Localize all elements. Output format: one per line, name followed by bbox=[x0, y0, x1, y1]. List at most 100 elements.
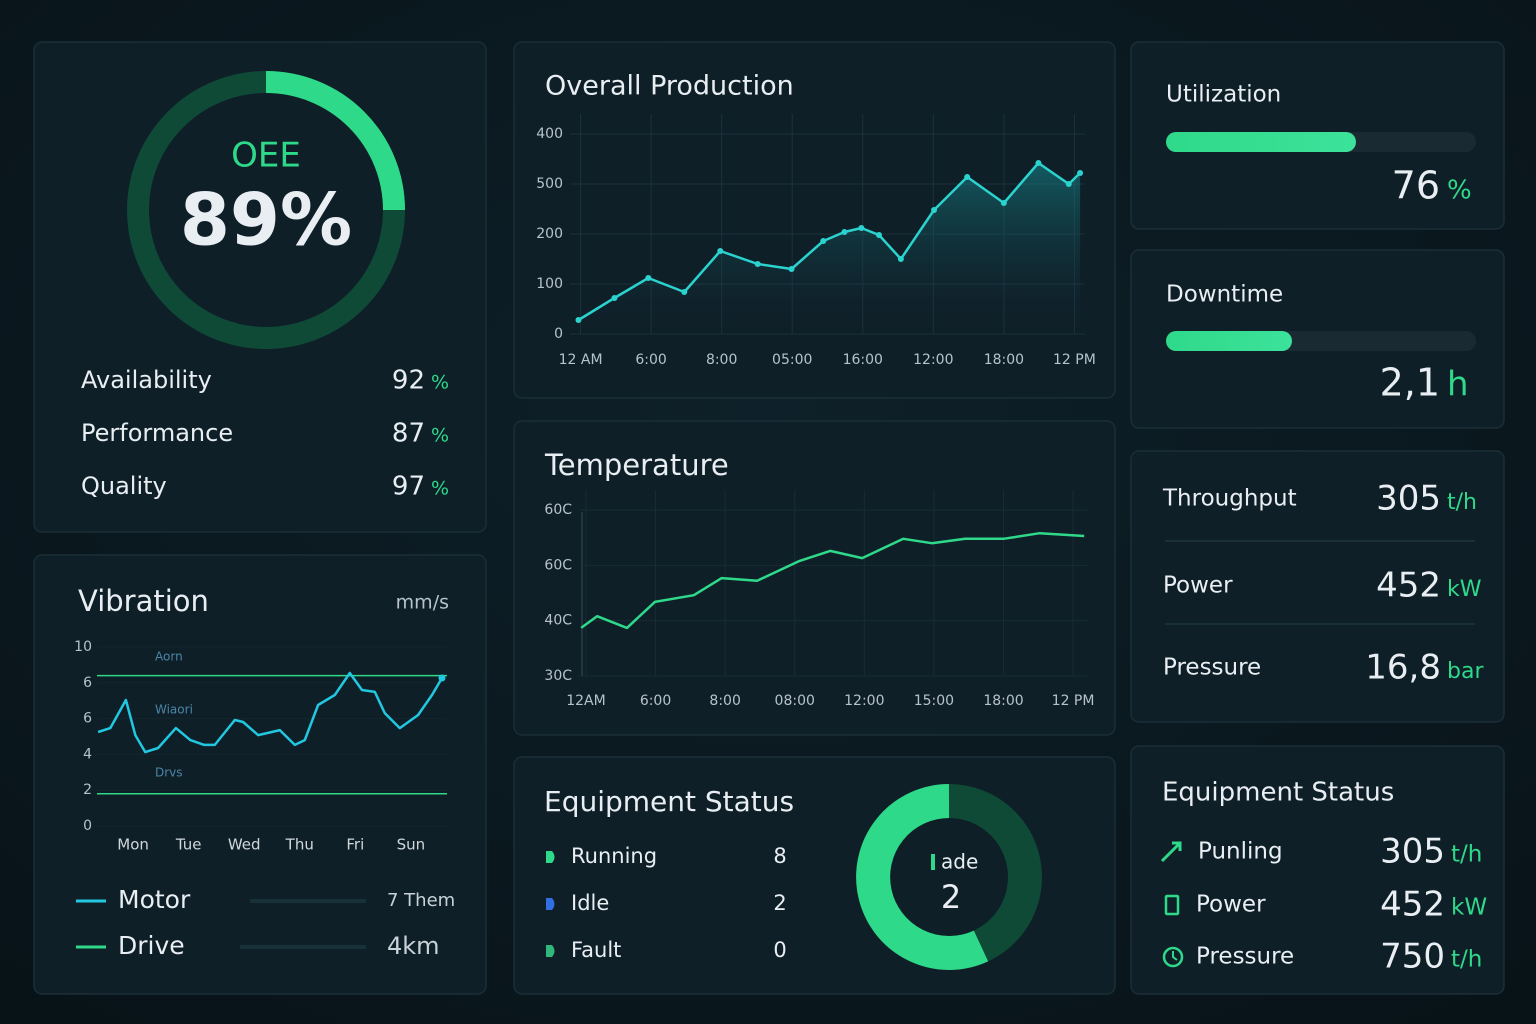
status-swatch bbox=[546, 898, 555, 910]
oee-label: OEE bbox=[231, 136, 301, 176]
line bbox=[97, 671, 444, 754]
donut-label: ade bbox=[941, 850, 978, 874]
metric-unit: % bbox=[431, 478, 449, 500]
y-tick-label: 400 bbox=[536, 126, 563, 142]
marker bbox=[820, 238, 827, 244]
x-tick-label: 15:00 bbox=[914, 693, 954, 709]
metric-value: 92 bbox=[392, 366, 425, 396]
kpi-name: Throughput bbox=[1162, 486, 1297, 512]
marker bbox=[611, 295, 618, 301]
kpi-unit: kW bbox=[1447, 577, 1482, 602]
icon bbox=[931, 854, 935, 870]
summary-unit: t/h bbox=[1451, 947, 1482, 973]
status-name: Running bbox=[571, 844, 657, 868]
kpi-value: 452 bbox=[1376, 566, 1441, 606]
panel-title: Temperature bbox=[544, 448, 729, 482]
metric-unit: % bbox=[431, 372, 449, 394]
panel-title: Vibration bbox=[78, 584, 209, 618]
status-name: Fault bbox=[571, 938, 621, 962]
donut-arc bbox=[856, 784, 989, 970]
y-tick-label: 0 bbox=[554, 326, 563, 342]
line bbox=[580, 531, 1085, 630]
marker bbox=[645, 275, 652, 281]
x-tick-label: 08:00 bbox=[775, 693, 815, 709]
icon bbox=[1162, 946, 1184, 968]
x-tick-label: 6:00 bbox=[640, 693, 671, 709]
panel-title: Downtime bbox=[1166, 282, 1283, 308]
x-tick-label: 12AM bbox=[566, 693, 605, 709]
marker bbox=[876, 232, 882, 238]
x-tick-label: 6:00 bbox=[635, 352, 666, 368]
status-value: 2 bbox=[773, 891, 786, 915]
legend-detail: 4km bbox=[387, 932, 440, 960]
summary-name: Punling bbox=[1198, 839, 1283, 865]
summary-value: 305 bbox=[1380, 832, 1445, 872]
x-tick-label: 12:00 bbox=[913, 352, 953, 368]
marker bbox=[1077, 170, 1084, 176]
metric-name: Availability bbox=[81, 366, 212, 394]
x-tick-label: Mon bbox=[117, 836, 149, 854]
summary-unit: kW bbox=[1451, 895, 1487, 921]
marker bbox=[717, 248, 724, 254]
summary-name: Power bbox=[1196, 892, 1266, 918]
marker bbox=[1065, 181, 1072, 187]
x-tick-label: 8:00 bbox=[709, 693, 740, 709]
metric-value: 87 bbox=[392, 419, 425, 449]
line bbox=[577, 161, 1081, 322]
donut-value: 2 bbox=[941, 878, 961, 916]
icon bbox=[1160, 841, 1182, 863]
temperature-panel bbox=[513, 420, 1116, 736]
summary-value: 750 bbox=[1380, 937, 1445, 977]
panel-title: Utilization bbox=[1166, 82, 1281, 108]
summary-value: 452 bbox=[1380, 885, 1445, 925]
marker bbox=[754, 261, 761, 267]
marker bbox=[858, 225, 865, 231]
summary-unit: t/h bbox=[1451, 842, 1482, 868]
y-tick-label: 0 bbox=[83, 818, 92, 834]
status-value: 0 bbox=[773, 938, 786, 962]
vibration-panel bbox=[33, 554, 487, 995]
marker bbox=[681, 289, 688, 295]
metric-name: Quality bbox=[81, 472, 167, 500]
x-tick-label: 12 PM bbox=[1053, 352, 1096, 368]
panel-title: Equipment Status bbox=[544, 785, 794, 818]
bar-fill bbox=[1166, 331, 1292, 351]
marker bbox=[964, 174, 971, 180]
metric-unit: % bbox=[1447, 176, 1472, 206]
x-tick-label: 16:00 bbox=[843, 352, 883, 368]
panel-title: Equipment Status bbox=[1162, 778, 1394, 808]
kpi-unit: t/h bbox=[1447, 490, 1477, 515]
x-tick-label: 8:00 bbox=[706, 352, 737, 368]
panel-title: Overall Production bbox=[545, 71, 794, 102]
x-tick-label: 18:00 bbox=[983, 693, 1023, 709]
marker bbox=[897, 256, 904, 262]
status-swatch bbox=[546, 851, 555, 863]
y-tick-label: 4 bbox=[83, 746, 92, 762]
x-tick-label: 12 AM bbox=[559, 352, 603, 368]
y-tick-label: 500 bbox=[536, 176, 563, 192]
summary-panel bbox=[1130, 745, 1505, 995]
y-tick-label: 6 bbox=[83, 711, 92, 727]
marker bbox=[931, 207, 938, 213]
icon bbox=[1172, 951, 1178, 961]
kpi-value: 305 bbox=[1376, 479, 1441, 519]
kpi-unit: bar bbox=[1447, 659, 1484, 684]
x-tick-label: 05:00 bbox=[772, 352, 812, 368]
metric-name: Performance bbox=[81, 419, 233, 447]
x-tick-label: Sun bbox=[397, 836, 426, 854]
metric-value: 76 bbox=[1392, 164, 1440, 208]
annotation: Drvs bbox=[155, 766, 183, 780]
legend-label: Drive bbox=[118, 931, 185, 960]
x-tick-label: 18:00 bbox=[984, 352, 1024, 368]
gauge-arc bbox=[265, 71, 405, 211]
status-name: Idle bbox=[571, 891, 609, 915]
unit-label: mm/s bbox=[396, 592, 449, 614]
marker bbox=[841, 229, 848, 235]
x-tick-label: Wed bbox=[228, 836, 261, 854]
marker bbox=[1000, 200, 1007, 206]
x-tick-label: Tue bbox=[175, 836, 202, 854]
x-tick-label: Fri bbox=[346, 836, 364, 854]
status-swatch bbox=[546, 945, 555, 957]
area bbox=[578, 163, 1081, 334]
y-tick-label: 30C bbox=[544, 668, 572, 684]
